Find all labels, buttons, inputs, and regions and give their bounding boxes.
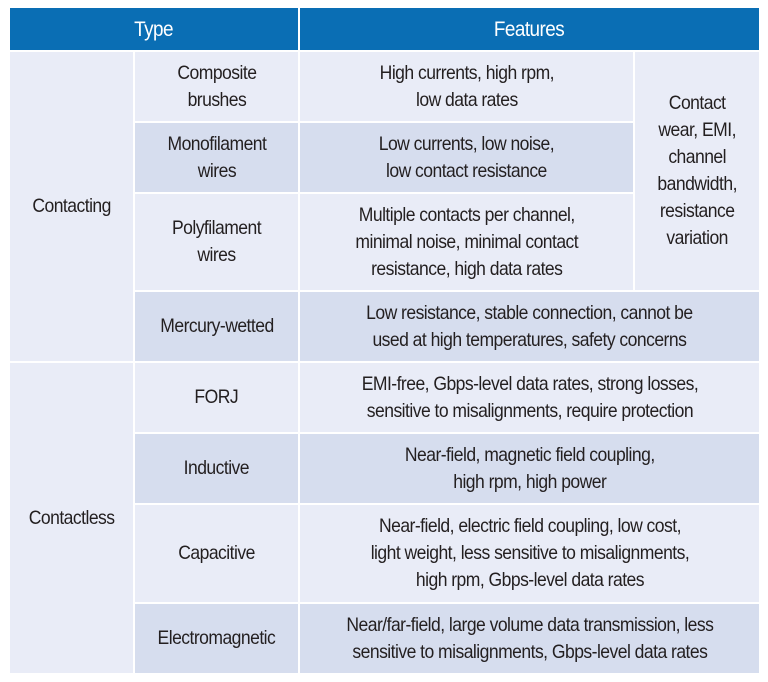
type-monofilament-wires: Monofilament wires — [135, 123, 298, 192]
header-type: Type — [10, 8, 298, 50]
type-composite-brushes: Composite brushes — [135, 52, 298, 121]
features-forj: EMI-free, Gbps-level data rates, strong … — [300, 363, 759, 432]
features-mercury-wetted: Low resistance, stable connection, canno… — [300, 292, 759, 361]
features-electromagnetic: Near/far-field, large volume data transm… — [300, 604, 759, 673]
shared-features-contacting: Contact wear, EMI, channel bandwidth, re… — [635, 52, 759, 290]
type-mercury-wetted: Mercury-wetted — [135, 292, 298, 361]
group-contacting: Contacting — [10, 52, 133, 361]
type-inductive: Inductive — [135, 434, 298, 503]
type-electromagnetic: Electromagnetic — [135, 604, 298, 673]
features-capacitive: Near-field, electric field coupling, low… — [300, 505, 759, 602]
group-contactless: Contactless — [10, 363, 133, 673]
type-forj: FORJ — [135, 363, 298, 432]
type-capacitive: Capacitive — [135, 505, 298, 602]
features-composite-brushes: High currents, high rpm, low data rates — [300, 52, 633, 121]
features-monofilament-wires: Low currents, low noise, low contact res… — [300, 123, 633, 192]
header-features: Features — [300, 8, 759, 50]
features-inductive: Near-field, magnetic field coupling, hig… — [300, 434, 759, 503]
type-polyfilament-wires: Polyfilament wires — [135, 194, 298, 290]
comparison-table: Type Features Contacting Composite brush… — [10, 8, 759, 673]
features-polyfilament-wires: Multiple contacts per channel, minimal n… — [300, 194, 633, 290]
